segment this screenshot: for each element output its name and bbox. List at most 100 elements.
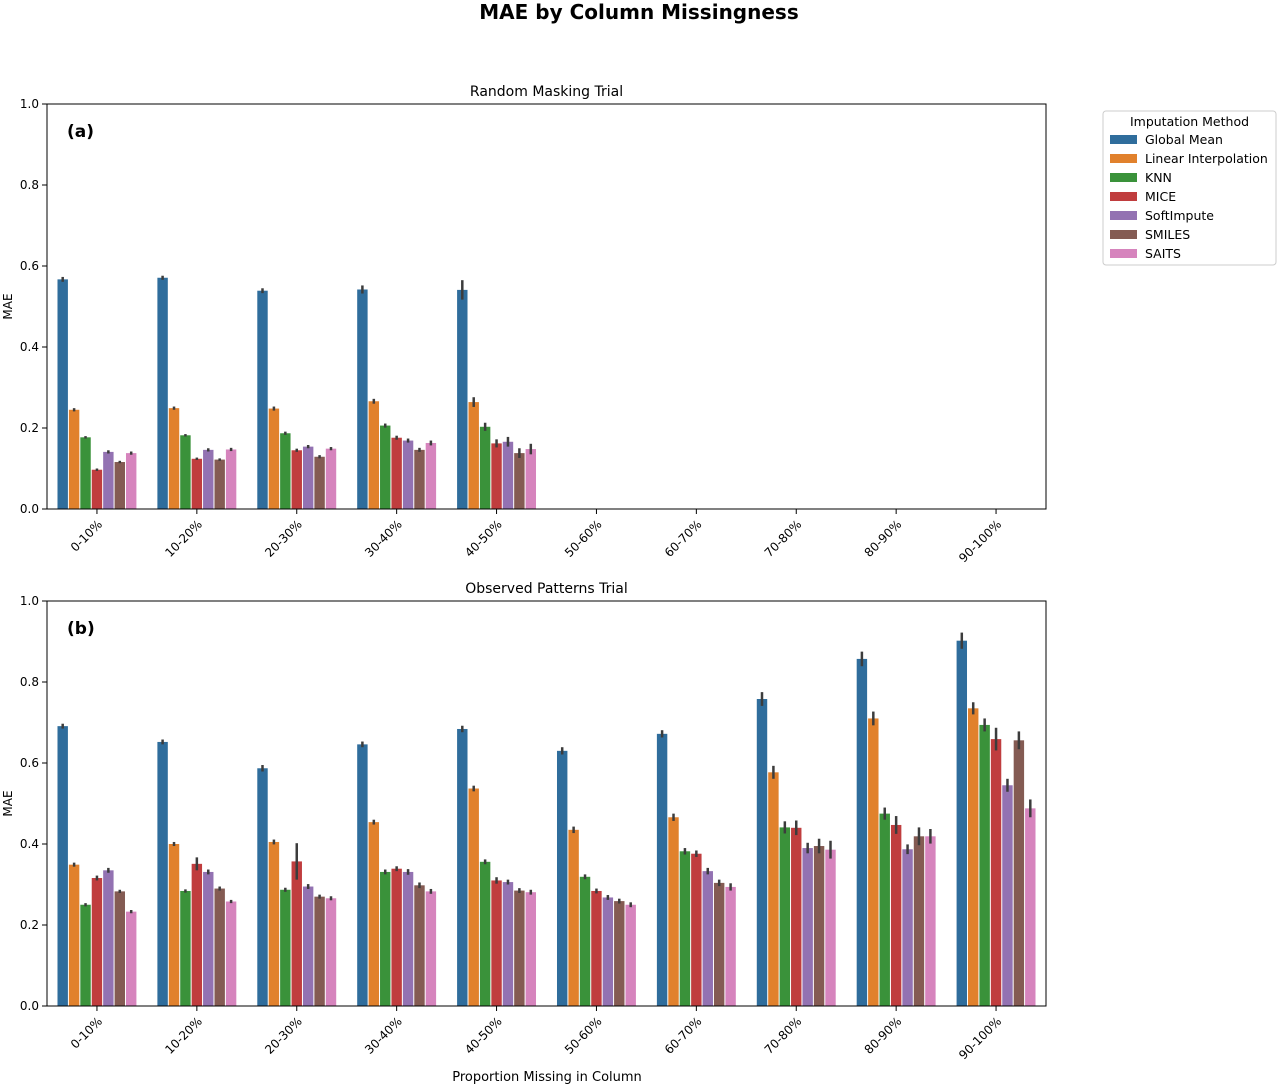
bar [180,890,191,1006]
bar [468,402,479,509]
bar [291,861,302,1006]
legend-frame [1102,110,1277,266]
bar [514,453,525,509]
x-tick-label: 60-70% [662,517,705,560]
x-axis-label: Proportion Missing in Column [452,1070,642,1085]
y-tick-label: 0.2 [20,918,39,932]
bar [180,435,191,509]
bar [502,441,514,509]
bar [214,459,225,509]
bar [357,289,368,509]
bar [391,437,402,509]
bar [656,733,668,1006]
bar [103,870,114,1006]
bar [568,829,579,1006]
bar [968,708,979,1006]
bar [579,876,591,1006]
bar [368,401,380,509]
bar [302,446,314,509]
x-tick-label: 40-50% [462,517,505,560]
bar [103,451,114,509]
bar [625,904,636,1006]
x-tick-label: 30-40% [362,517,405,560]
legend-swatch [1110,249,1137,258]
bar [225,449,237,509]
y-tick-label: 0.4 [20,340,39,354]
bar [925,836,936,1006]
bar [168,844,180,1006]
bar [856,658,868,1006]
legend-entry: KNN [1145,170,1172,185]
bar [325,448,337,509]
bar [825,849,836,1006]
y-tick-label: 0.0 [20,999,39,1013]
bar [268,408,280,509]
bar [125,911,137,1006]
bar [702,871,713,1006]
plot-frame [46,600,1047,1007]
bar [1025,808,1036,1006]
y-tick-label: 1.0 [20,97,39,111]
x-tick-label: 20-30% [262,1014,305,1057]
y-tick-label: 0.8 [20,675,39,689]
x-tick-label: 60-70% [662,1014,705,1057]
bar [68,864,80,1006]
bar [479,861,491,1006]
bar [679,851,691,1006]
y-tick-label: 0.6 [20,259,39,273]
bar [668,817,679,1006]
bar [491,443,502,509]
bar [125,453,137,509]
bar [1013,740,1025,1006]
bar [114,462,125,509]
bar [280,889,291,1006]
bar [713,882,725,1006]
bar [614,901,625,1006]
y-tick-label: 1.0 [20,594,39,608]
bar [325,898,337,1006]
x-tick-label: 10-20% [162,517,205,560]
panel-random-masking: Random Masking Trial (a) MAE 0.0 0.2 0.4 0.6 0.… [1,84,1047,565]
legend-entry: SoftImpute [1145,208,1214,223]
bar [802,848,813,1006]
bar [402,871,414,1006]
bar [425,442,437,509]
bar [425,891,437,1006]
bar [314,456,325,509]
x-tick-label: 70-80% [762,517,805,560]
bar [414,885,425,1006]
x-tick-label: 90-100% [956,517,1004,565]
legend-swatch [1110,173,1137,182]
bar [556,750,568,1006]
bar [768,772,779,1006]
bar [979,724,990,1006]
x-tick-label: 20-30% [262,517,305,560]
bar [468,788,479,1006]
bar [1002,785,1013,1006]
x-tick-label: 70-80% [762,1014,805,1057]
legend-title: Imputation Method [1130,114,1249,129]
legend-entry: Global Mean [1145,132,1223,147]
bar [602,897,614,1006]
bar [890,824,902,1006]
x-tick-label: 0-10% [68,1014,105,1051]
bar [913,836,925,1006]
bar [257,290,268,509]
bar [203,449,214,509]
y-tick-label: 0.6 [20,756,39,770]
x-tick-label: 80-90% [862,1014,905,1057]
bar [591,890,602,1006]
bar [68,409,80,509]
bar [879,813,890,1006]
bar [57,726,68,1006]
bar [314,896,325,1006]
bar [168,408,180,509]
bar [514,890,525,1006]
legend-entry: SAITS [1145,246,1181,261]
bar [225,901,237,1006]
legend-swatch [1110,135,1137,144]
bar [779,827,791,1006]
bar [813,846,825,1006]
bar [114,891,125,1006]
